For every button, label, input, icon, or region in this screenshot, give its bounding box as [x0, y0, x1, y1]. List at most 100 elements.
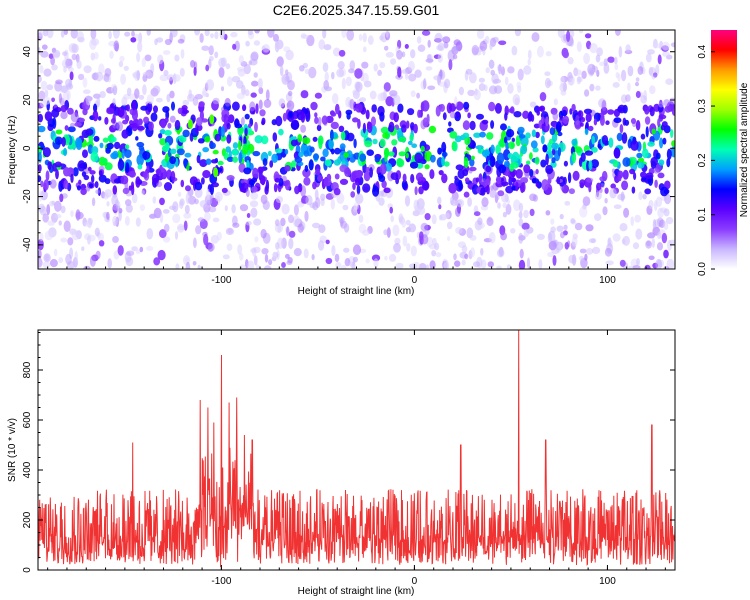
heatmap-cell — [194, 181, 203, 191]
heatmap-cell — [632, 242, 640, 250]
heatmap-cell — [208, 58, 212, 69]
heatmap-cell — [254, 135, 263, 144]
heatmap-cell — [286, 100, 295, 111]
heatmap-cell — [408, 73, 417, 82]
heatmap-cell — [512, 151, 520, 162]
heatmap-cell — [380, 126, 389, 134]
heatmap-cell — [648, 199, 654, 209]
heatmap-cell — [521, 222, 530, 230]
heatmap-cell — [549, 127, 556, 136]
heatmap-cell — [65, 60, 73, 69]
heatmap-cell — [98, 170, 103, 177]
heatmap-cell — [100, 158, 108, 164]
heatmap-cell — [194, 187, 203, 199]
heatmap-cell — [54, 213, 62, 219]
heatmap-cell — [529, 152, 533, 160]
heatmap-cell — [670, 129, 674, 138]
heatmap-cell — [658, 159, 665, 166]
heatmap-cell — [469, 235, 477, 241]
heatmap-cell — [91, 197, 96, 207]
heatmap-cell — [591, 146, 598, 153]
heatmap-cell — [352, 182, 356, 190]
heatmap-cell — [290, 120, 300, 130]
heatmap-cell — [254, 121, 258, 133]
heatmap-cell — [357, 118, 361, 129]
heatmap-cell — [120, 73, 126, 85]
heatmap-cell — [378, 175, 386, 182]
heatmap-cell — [349, 60, 356, 71]
heatmap-cell — [322, 30, 327, 39]
heatmap-cell — [124, 149, 132, 159]
heatmap-cell — [337, 61, 345, 70]
heatmap-cell — [39, 205, 47, 216]
heatmap-cell — [602, 206, 608, 216]
heatmap-cell — [526, 160, 531, 165]
heatmap-cell — [247, 30, 253, 36]
heatmap-cell — [588, 125, 594, 132]
heatmap-cell — [137, 118, 143, 126]
heatmap-cell — [112, 30, 120, 39]
heatmap-cell — [202, 170, 211, 179]
heatmap-cell — [123, 65, 129, 71]
heatmap-cell — [461, 245, 468, 253]
heatmap-cell — [450, 196, 454, 206]
heatmap-cell — [138, 94, 145, 100]
heatmap-cell — [125, 204, 133, 213]
heatmap-cell — [275, 148, 283, 154]
heatmap-cell — [406, 243, 411, 252]
heatmap-cell — [353, 202, 359, 210]
colorbar-tick-label: 0.3 — [697, 99, 708, 113]
heatmap-cell — [525, 132, 531, 139]
heatmap-cell — [58, 257, 64, 264]
heatmap-cell — [532, 194, 539, 202]
heatmap-cell — [480, 187, 486, 196]
heatmap-cell — [330, 148, 335, 155]
heatmap-cell — [277, 222, 282, 234]
heatmap-cell — [610, 183, 616, 189]
heatmap-cell — [135, 249, 141, 255]
heatmap-cell — [221, 106, 225, 112]
heatmap-cell — [588, 238, 596, 243]
heatmap-cell — [595, 54, 601, 63]
heatmap-cell — [431, 214, 437, 225]
heatmap-cell — [518, 202, 524, 213]
heatmap-cell — [60, 105, 68, 113]
heatmap-cell — [60, 237, 68, 243]
heatmap-cell — [635, 77, 640, 82]
heatmap-cell — [77, 160, 86, 172]
heatmap-cell — [237, 244, 243, 255]
heatmap-cell — [40, 80, 48, 91]
heatmap-cell — [146, 165, 150, 174]
heatmap-cell — [391, 139, 398, 146]
heatmap-cell — [44, 230, 53, 241]
heatmap-cell — [393, 243, 401, 253]
heatmap-cell — [111, 194, 119, 206]
heatmap-cell — [370, 116, 376, 127]
heatmap-cell — [147, 102, 153, 113]
heatmap-cell — [551, 142, 559, 150]
heatmap-cell — [490, 144, 495, 154]
heatmap-cell — [583, 52, 590, 65]
heatmap-cell — [477, 217, 483, 226]
heatmap-cell — [343, 152, 349, 158]
heatmap-cell — [363, 171, 371, 182]
heatmap-cell — [442, 112, 447, 121]
heatmap-cell — [199, 200, 208, 208]
heatmap-cell — [38, 151, 42, 163]
heatmap-cell — [248, 123, 252, 128]
heatmap-cell — [484, 35, 490, 45]
heatmap-cell — [126, 87, 132, 97]
heatmap-cell — [631, 186, 636, 194]
heatmap-cell — [419, 231, 424, 241]
heatmap-cell — [67, 237, 74, 246]
heatmap-cell — [285, 49, 294, 61]
heatmap-cell — [420, 145, 425, 152]
heatmap-cell — [122, 187, 130, 195]
heatmap-cell — [89, 170, 96, 175]
heatmap-cell — [621, 180, 629, 191]
heatmap-cell — [135, 176, 141, 188]
heatmap-cell — [423, 78, 427, 90]
heatmap-cell — [206, 188, 210, 199]
heatmap-cell — [63, 220, 71, 232]
heatmap-cell — [545, 210, 551, 216]
